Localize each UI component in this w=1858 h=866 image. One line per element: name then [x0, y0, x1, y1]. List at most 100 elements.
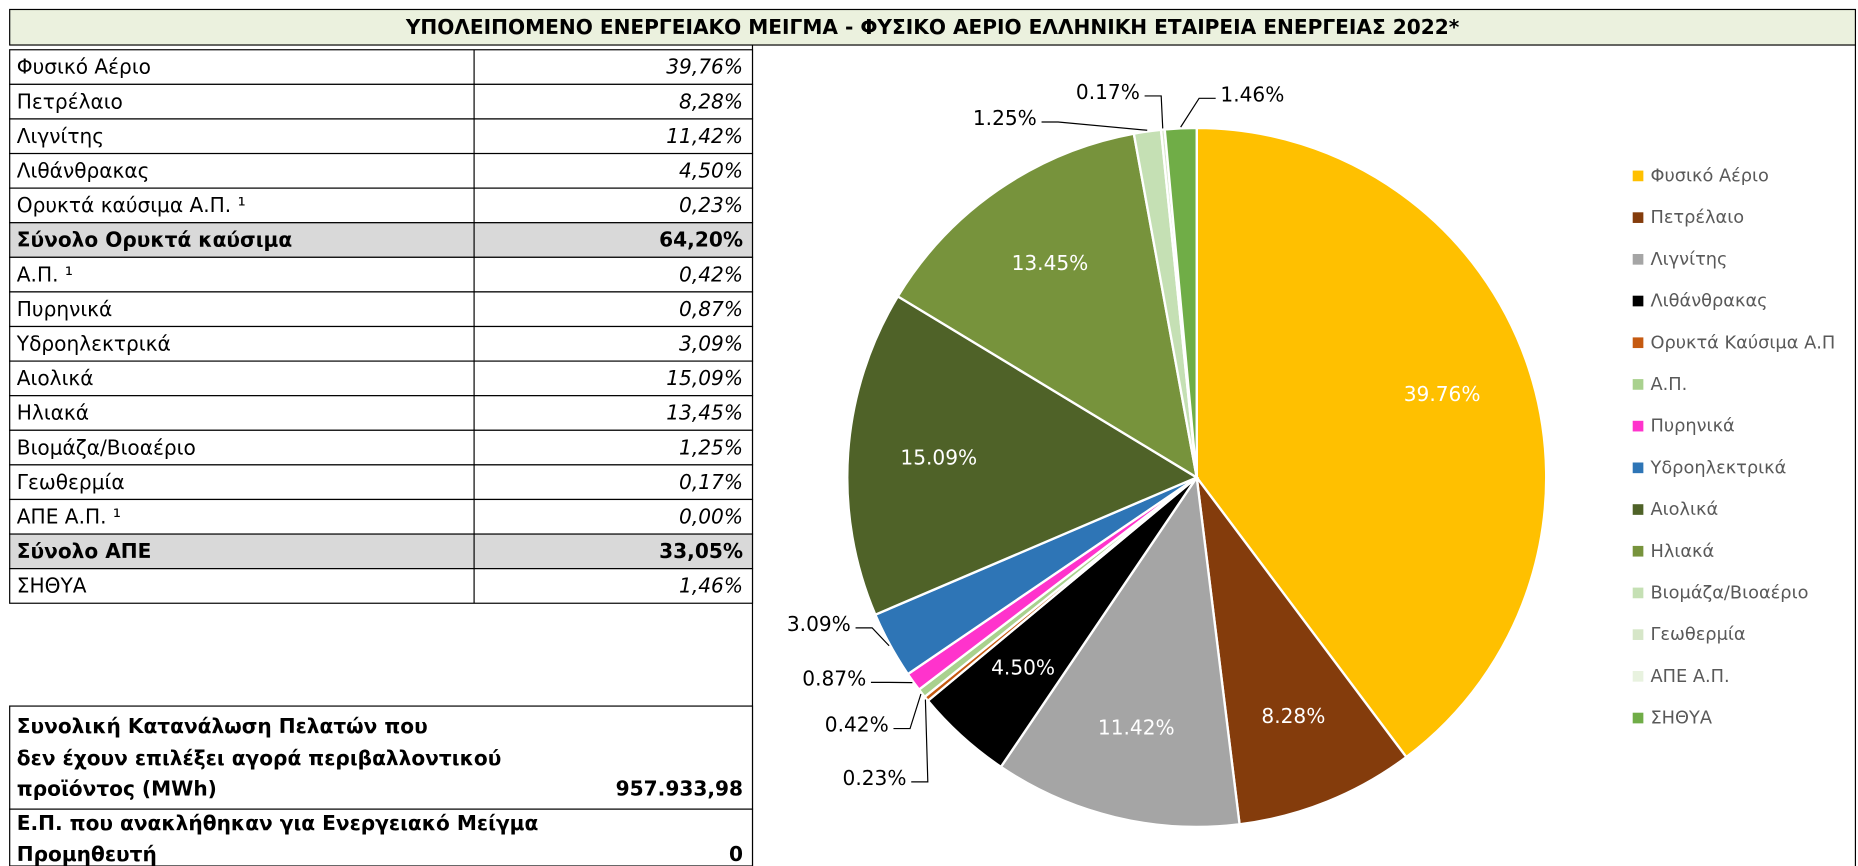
- summary-label: δεν έχουν επιλέξει αγορά περιβαλλοντικού: [17, 746, 502, 770]
- row-label: Πετρέλαιο: [17, 89, 123, 113]
- row-value: 1,46%: [679, 574, 743, 598]
- table-row: [9, 464, 754, 501]
- legend-label: Α.Π.: [1650, 375, 1687, 395]
- row-value: 1,25%: [679, 435, 743, 459]
- leader-line: [1144, 95, 1164, 129]
- table-row: [9, 49, 754, 85]
- legend-swatch: [1632, 587, 1644, 599]
- legend-label: ΣΗΘΥΑ: [1650, 709, 1712, 729]
- legend-swatch: [1632, 462, 1644, 474]
- row-label: Λιθάνθρακας: [17, 159, 150, 183]
- legend-label: Φυσικό Αέριο: [1650, 167, 1768, 187]
- row-value: 3,09%: [679, 331, 743, 355]
- row-label: Σύνολο Ορυκτά καύσιμα: [17, 228, 292, 252]
- table-row: [9, 222, 754, 258]
- row-label: Υδροηλεκτρικά: [16, 331, 171, 355]
- legend-swatch: [1632, 671, 1644, 682]
- legend-swatch: [1632, 337, 1644, 349]
- summary-cell: [9, 808, 754, 866]
- summary-label: Προμηθευτή: [17, 842, 157, 866]
- row-label: Φυσικό Αέριο: [17, 55, 151, 79]
- data-label: 8.28%: [1261, 704, 1325, 728]
- legend-swatch: [1632, 379, 1644, 390]
- data-label: 39.76%: [1404, 382, 1481, 406]
- data-label: 1.25%: [973, 106, 1037, 130]
- leader-line: [1041, 121, 1148, 131]
- data-label: 0.17%: [1076, 80, 1140, 104]
- legend-swatch: [1632, 253, 1644, 265]
- leader-line: [1180, 97, 1216, 128]
- row-label: ΑΠΕ Α.Π. ¹: [17, 504, 121, 528]
- table-row: [9, 360, 754, 397]
- legend-swatch: [1632, 629, 1644, 640]
- table-row: [9, 533, 754, 570]
- row-label: Α.Π. ¹: [17, 262, 73, 286]
- legend-swatch: [1632, 170, 1644, 182]
- table-row: [9, 291, 754, 328]
- row-label: Πυρηνικά: [17, 297, 113, 321]
- table-row: [9, 83, 754, 120]
- pie-slice: [846, 294, 1200, 617]
- data-label: 1.46%: [1220, 82, 1284, 106]
- table-row: [9, 256, 754, 293]
- legend-swatch: [1632, 504, 1644, 515]
- legend-label: Υδροηλεκτρικά: [1649, 458, 1786, 478]
- legend-swatch: [1632, 212, 1644, 223]
- data-label: 11.42%: [1098, 715, 1175, 739]
- row-label: Λιγνίτης: [17, 124, 104, 148]
- leader-line: [911, 699, 929, 783]
- data-label: 3.09%: [787, 612, 851, 636]
- table-row: [9, 498, 754, 535]
- leader-line: [855, 627, 890, 647]
- pie-slice: [1195, 126, 1548, 759]
- row-label: ΣΗΘΥΑ: [17, 574, 87, 598]
- row-value: 0,00%: [679, 504, 743, 528]
- legend-label: Λιθάνθρακας: [1650, 292, 1767, 312]
- row-value: 15,09%: [666, 366, 743, 390]
- row-value: 0,42%: [679, 262, 743, 286]
- row-label: Ορυκτά καύσιμα Α.Π. ¹: [17, 193, 246, 217]
- leader-line: [893, 693, 922, 730]
- summary-label: Συνολική Κατανάλωση Πελατών που: [17, 714, 428, 738]
- row-value: 0,87%: [679, 297, 743, 321]
- legend-label: Βιομάζα/Βιοαέριο: [1650, 584, 1808, 604]
- legend-label: Ορυκτά Καύσιμα Α.Π: [1650, 333, 1835, 353]
- summary-value: 957.933,98: [616, 777, 743, 801]
- row-value: 13,45%: [666, 401, 743, 425]
- row-value: 8,28%: [679, 89, 743, 113]
- row-label: Σύνολο ΑΠΕ: [17, 539, 152, 563]
- legend-label: Γεωθερμία: [1650, 625, 1745, 645]
- table-row: [9, 325, 754, 362]
- data-label: 0.23%: [843, 766, 907, 790]
- table-row: [9, 568, 754, 604]
- table-row: [9, 187, 754, 224]
- row-label: Βιομάζα/Βιοαέριο: [17, 435, 196, 459]
- table-row: [9, 429, 754, 466]
- summary-cell: [9, 705, 754, 810]
- row-value: 11,42%: [666, 124, 743, 148]
- row-value: 33,05%: [659, 539, 743, 563]
- legend-label: ΑΠΕ Α.Π.: [1650, 667, 1729, 687]
- data-label: 13.45%: [1012, 251, 1089, 275]
- pie-slice: [999, 474, 1241, 829]
- legend-label: Πετρέλαιο: [1650, 208, 1744, 228]
- table-row: [9, 118, 754, 155]
- row-label: Αιολικά: [17, 366, 94, 390]
- pie-slice: [1163, 126, 1198, 478]
- title-bar: [9, 8, 1857, 46]
- row-value: 64,20%: [659, 228, 743, 252]
- legend-swatch: [1632, 295, 1644, 307]
- data-label: 4.50%: [991, 656, 1055, 680]
- table-row: [9, 395, 754, 431]
- row-value: 0,17%: [679, 470, 743, 494]
- legend-label: Αιολικά: [1650, 500, 1718, 520]
- row-value: 4,50%: [679, 159, 743, 183]
- title: ΥΠΟΛΕΙΠΟΜΕΝΟ ΕΝΕΡΓΕΙΑΚΟ ΜΕΙΓΜΑ - ΦΥΣΙΚΟ …: [405, 15, 1460, 39]
- legend-label: Ηλιακά: [1650, 542, 1714, 562]
- pie-slice: [896, 132, 1199, 480]
- row-label: Ηλιακά: [17, 401, 89, 425]
- data-label: 0.87%: [802, 667, 866, 691]
- legend-swatch: [1632, 712, 1644, 724]
- legend-swatch: [1632, 545, 1644, 557]
